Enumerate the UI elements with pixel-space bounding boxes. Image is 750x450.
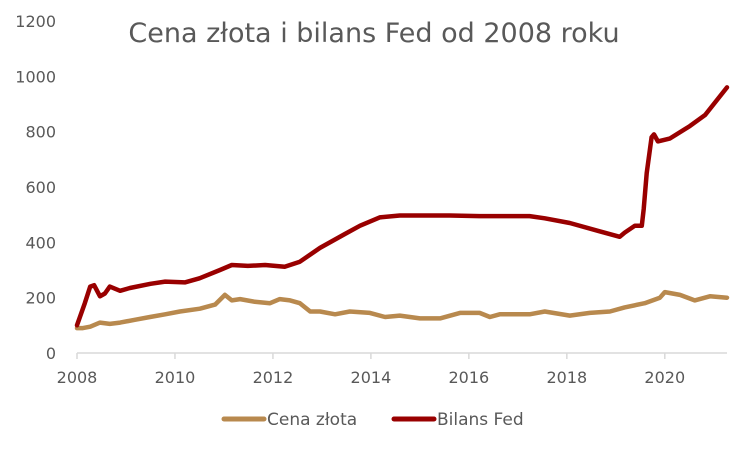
x-tick-label: 2018: [546, 368, 587, 387]
x-axis: 2008 2010 2012 2014 2016 2018 2020: [57, 352, 727, 387]
y-tick-label: 600: [25, 178, 56, 197]
y-tick-label: 1000: [15, 67, 56, 86]
series-line-cena-zlota: [74, 289, 730, 331]
x-tick-label: 2014: [351, 368, 392, 387]
legend-label-bilans-fed: Bilans Fed: [437, 410, 524, 430]
y-axis: 0 200 400 600 800 1000 1200: [15, 12, 56, 363]
chart-title: Cena złota i bilans Fed od 2008 roku: [128, 18, 619, 49]
x-tick-label: 2020: [644, 368, 685, 387]
x-tick-label: 2016: [449, 368, 490, 387]
x-tick-label: 2012: [253, 368, 294, 387]
y-tick-label: 0: [46, 344, 56, 363]
legend-item-bilans-fed[interactable]: Bilans Fed: [391, 410, 524, 430]
y-tick-label: 1200: [15, 12, 56, 31]
y-tick-label: 200: [25, 289, 56, 308]
x-tick-label: 2008: [57, 368, 98, 387]
series-line-bilans-fed: [74, 85, 730, 328]
legend-label-cena-zlota: Cena złota: [267, 410, 357, 430]
y-tick-label: 400: [25, 233, 56, 252]
y-tick-label: 800: [25, 123, 56, 142]
legend: Cena złota Bilans Fed: [221, 410, 524, 430]
legend-item-cena-zlota[interactable]: Cena złota: [221, 410, 357, 430]
x-tick-label: 2010: [155, 368, 196, 387]
plot-area: [74, 85, 730, 331]
